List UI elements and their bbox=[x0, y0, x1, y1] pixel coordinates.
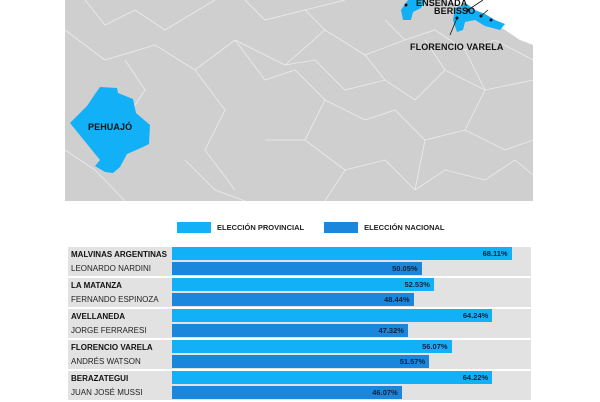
region-east bbox=[453, 4, 505, 32]
chart-row: AVELLANEDA JORGE FERRARESI 64.24% 47.32% bbox=[68, 309, 531, 338]
legend-label-nacional: ELECCIÓN NACIONAL bbox=[364, 222, 445, 232]
value-label-nacional: 47.32% bbox=[378, 326, 404, 335]
bar-nacional: 51.57% bbox=[172, 355, 430, 368]
bar-provincial: 64.24% bbox=[172, 309, 493, 322]
bar-provincial: 68.11% bbox=[172, 247, 512, 260]
legend: ELECCIÓN PROVINCIAL ELECCIÓN NACIONAL bbox=[177, 220, 459, 234]
bar-provincial: 52.53% bbox=[172, 278, 434, 291]
legend-item-provincial: ELECCIÓN PROVINCIAL bbox=[177, 221, 305, 233]
legend-swatch-provincial bbox=[177, 221, 211, 233]
bar-chart: MALVINAS ARGENTINAS LEONARDO NARDINI 68.… bbox=[68, 247, 531, 402]
mayor-name: FERNANDO ESPINOZA bbox=[71, 295, 159, 304]
value-label-provincial: 68.11% bbox=[482, 249, 508, 258]
map-shapes bbox=[65, 0, 533, 201]
value-label-nacional: 46.07% bbox=[372, 388, 398, 397]
value-label-provincial: 52.53% bbox=[404, 280, 430, 289]
chart-row: BERAZATEGUI JUAN JOSÉ MUSSI 64.22% 46.07… bbox=[68, 371, 531, 400]
legend-item-nacional: ELECCIÓN NACIONAL bbox=[324, 221, 445, 233]
municipality-name: FLORENCIO VARELA bbox=[71, 343, 153, 352]
mayor-name: JUAN JOSÉ MUSSI bbox=[71, 388, 143, 397]
bar-provincial: 64.22% bbox=[172, 371, 493, 384]
value-label-nacional: 48.44% bbox=[384, 295, 410, 304]
bar-nacional: 50.05% bbox=[172, 262, 422, 275]
chart-row: MALVINAS ARGENTINAS LEONARDO NARDINI 68.… bbox=[68, 247, 531, 276]
value-label-provincial: 56.07% bbox=[422, 342, 448, 351]
row-names: AVELLANEDA JORGE FERRARESI bbox=[68, 309, 172, 338]
row-names: MALVINAS ARGENTINAS LEONARDO NARDINI bbox=[68, 247, 172, 276]
map-label-berisso: BERISSO bbox=[434, 6, 476, 16]
bar-provincial: 56.07% bbox=[172, 340, 452, 353]
row-names: BERAZATEGUI JUAN JOSÉ MUSSI bbox=[68, 371, 172, 400]
municipality-name: LA MATANZA bbox=[71, 281, 122, 290]
mayor-name: ANDRÉS WATSON bbox=[71, 357, 141, 366]
legend-swatch-nacional bbox=[324, 221, 359, 233]
legend-label-provincial: ELECCIÓN PROVINCIAL bbox=[217, 222, 305, 232]
map-label-florencio-varela: FLORENCIO VARELA bbox=[410, 42, 504, 52]
region-pehuajo bbox=[70, 87, 150, 173]
mayor-name: JORGE FERRARESI bbox=[71, 326, 147, 335]
chart-row: FLORENCIO VARELA ANDRÉS WATSON 56.07% 51… bbox=[68, 340, 531, 369]
map-label-pehuajo: PEHUAJÓ bbox=[88, 122, 133, 132]
bar-nacional: 46.07% bbox=[172, 386, 402, 399]
municipality-name: AVELLANEDA bbox=[71, 312, 126, 321]
bar-nacional: 47.32% bbox=[172, 324, 408, 337]
row-names: FLORENCIO VARELA ANDRÉS WATSON bbox=[68, 340, 172, 369]
municipality-name: MALVINAS ARGENTINAS bbox=[71, 250, 167, 259]
value-label-nacional: 51.57% bbox=[399, 357, 426, 366]
chart-row: LA MATANZA FERNANDO ESPINOZA 52.53% 48.4… bbox=[68, 278, 531, 307]
row-names: LA MATANZA FERNANDO ESPINOZA bbox=[68, 278, 172, 307]
value-label-provincial: 64.24% bbox=[462, 311, 489, 320]
municipality-name: BERAZATEGUI bbox=[71, 374, 129, 383]
value-label-nacional: 50.05% bbox=[392, 264, 418, 273]
map-label-ensenada: ENSENADA bbox=[416, 0, 468, 8]
mayor-name: LEONARDO NARDINI bbox=[71, 264, 152, 273]
bar-nacional: 48.44% bbox=[172, 293, 414, 306]
value-label-provincial: 64.22% bbox=[462, 373, 489, 382]
map-buenos-aires: PEHUAJÓ ENSENADA BERISSO FLORENCIO VAREL… bbox=[65, 0, 533, 201]
